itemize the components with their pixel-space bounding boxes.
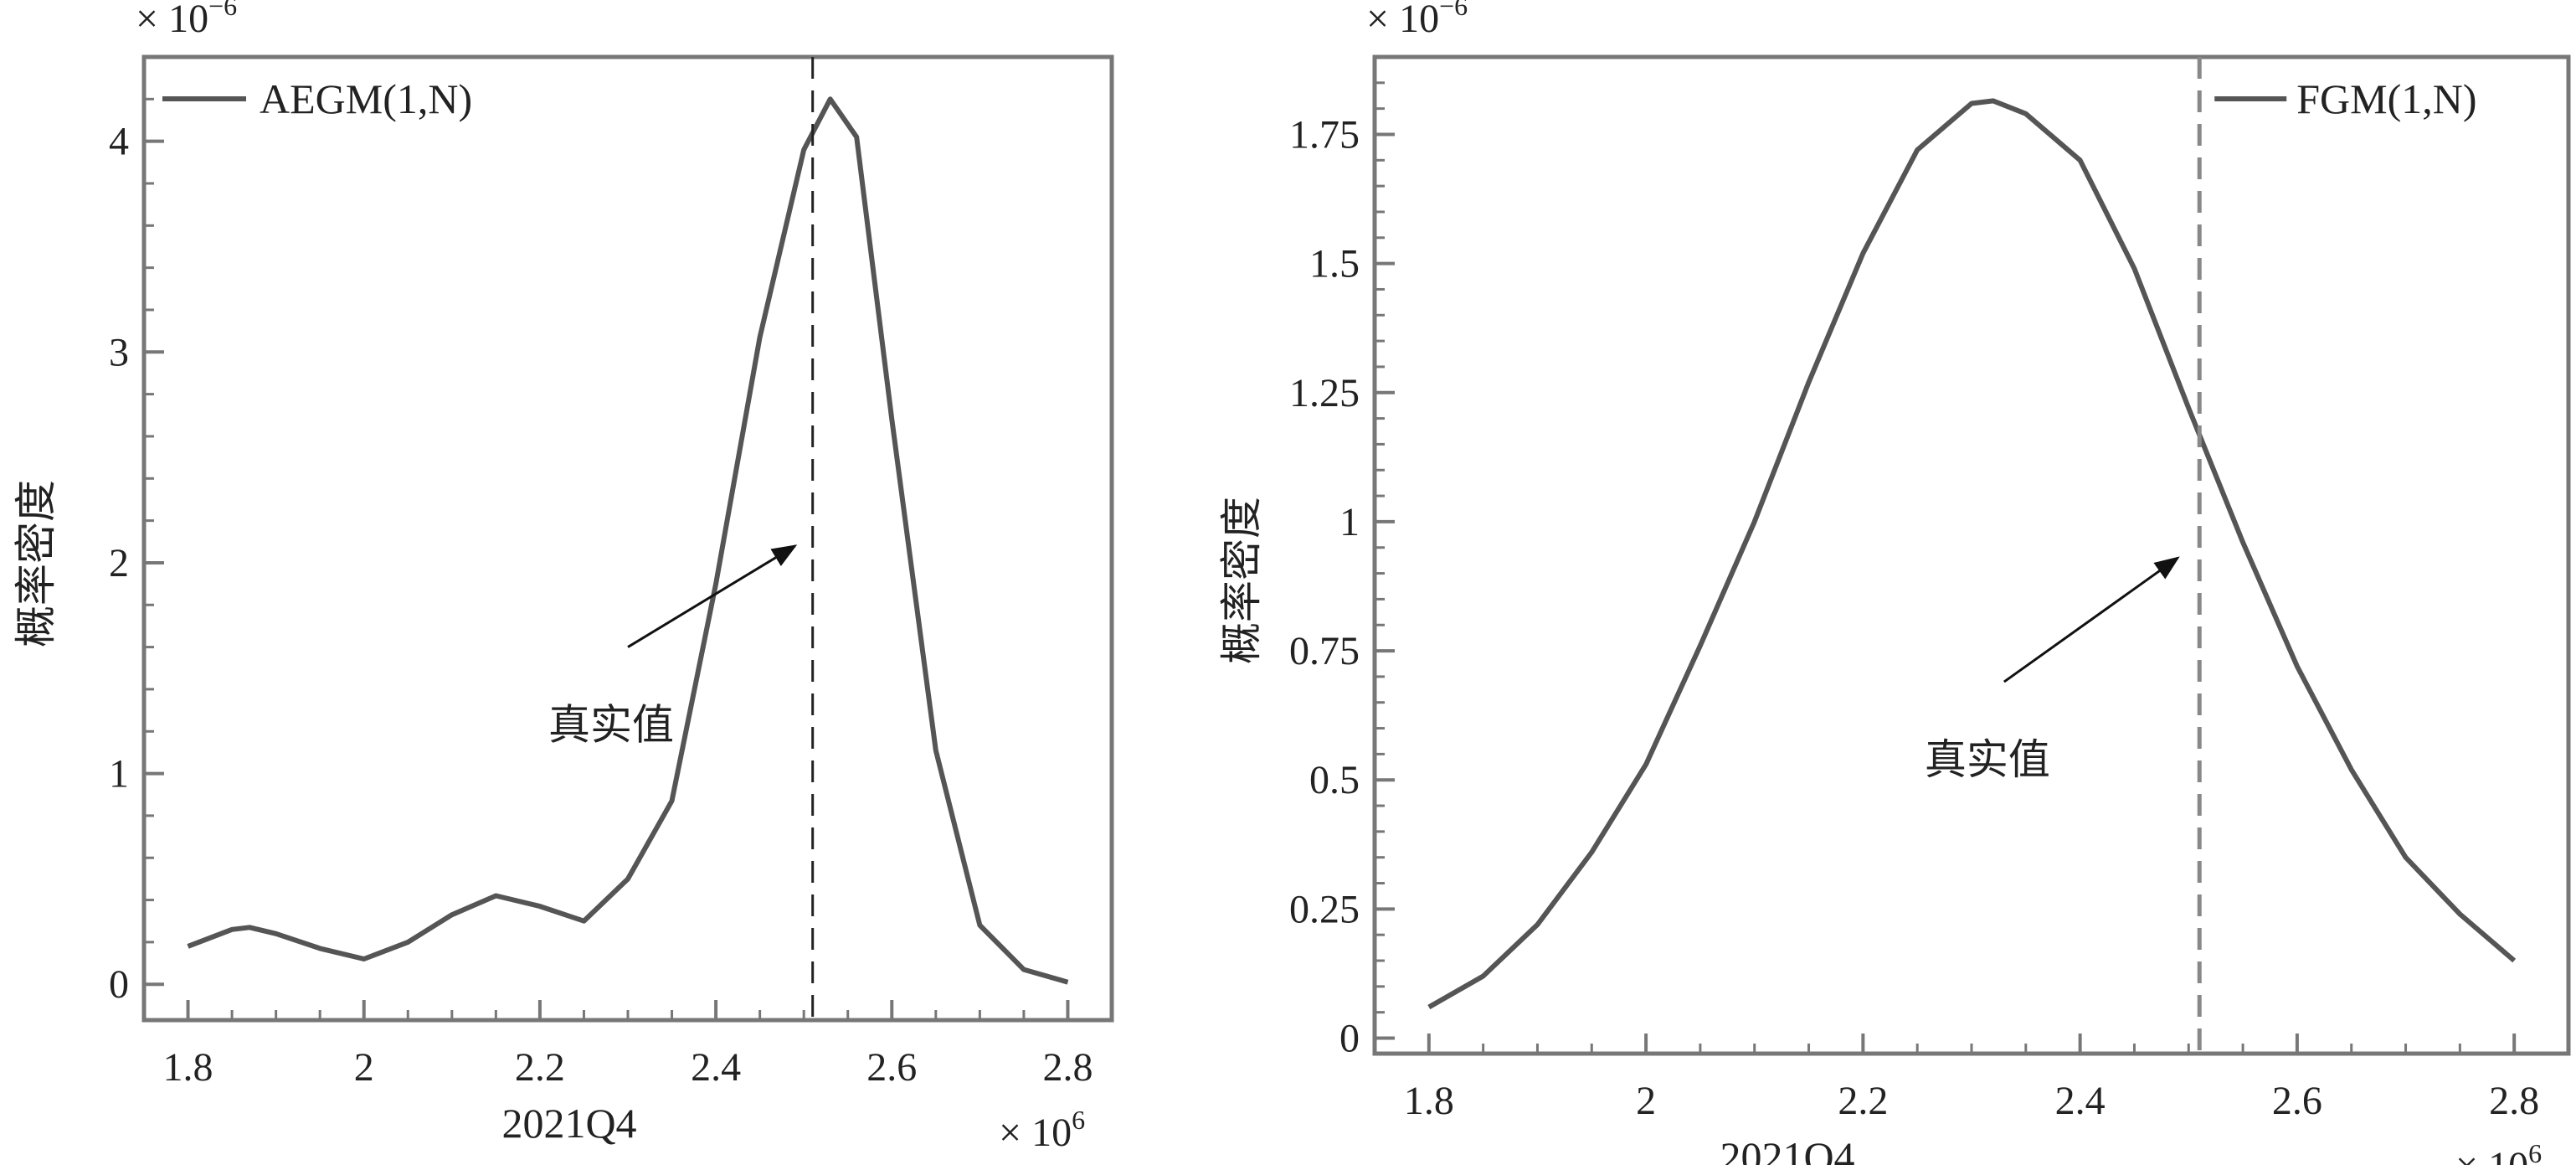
x-tick-label: 2 [354,1045,374,1090]
plot-frame [1372,54,2571,1056]
x-multiplier-base: × 10 [999,1111,1072,1155]
legend-label: AEGM(1,N) [260,75,472,122]
annotation-arrow [2003,556,2180,683]
density-curve [1427,98,2517,1010]
x-tick-label: 1.8 [163,1045,213,1090]
annotation-label: 真实值 [548,702,674,749]
plot-frame [141,54,1114,1023]
y-tick-label: 3 [109,330,129,374]
x-tick-label: 2.4 [691,1045,741,1090]
y-multiplier-base: × 10 [136,0,208,41]
x-multiplier-base: × 10 [2455,1144,2528,1165]
x-multiplier-exponent: 6 [2528,1138,2542,1165]
y-tick-label: 1.75 [1289,112,1360,157]
x-tick-label: 2.8 [2489,1079,2539,1123]
panel-aegm: 1.8 2 2.2 2.4 2.6 2.8 0 1 2 3 4 真实值 AEGM(1,N) 2021Q4 概… [13,0,1114,1155]
y-tick-label: 1.5 [1309,242,1360,286]
x-multiplier: × 106 [999,1105,1085,1155]
density-curve [187,96,1069,985]
x-tick-label: 2.2 [515,1045,565,1090]
y-axis-title: 概率密度 [13,480,59,647]
x-multiplier-exponent: 6 [1072,1105,1085,1135]
y-multiplier: × 10−6 [1366,0,1468,41]
y-tick-label: 4 [109,120,129,164]
y-multiplier-exponent: −6 [1439,0,1468,21]
y-axis-title: 概率密度 [1218,497,1265,664]
y-multiplier: × 10−6 [136,0,237,41]
annotation-label: 真实值 [1925,736,2050,783]
y-multiplier-base: × 10 [1366,0,1439,41]
x-tick-label: 2.4 [2055,1079,2106,1123]
panel-fgm: 1.8 2 2.2 2.4 2.6 2.8 0 0.25 0.5 0.75 1 1.25 1.5 1.75… [1218,0,2571,1165]
x-tick-label: 2.6 [866,1045,917,1090]
x-axis-title: 2021Q4 [1720,1133,1854,1165]
legend-label: FGM(1,N) [2296,75,2476,122]
x-tick-label: 1.8 [1404,1079,1454,1123]
annotation-arrow [627,544,798,648]
y-tick-label: 1 [1339,500,1360,544]
y-tick-label: 0 [109,962,129,1007]
y-tick-label: 2 [109,541,129,585]
y-tick-label: 0.25 [1289,887,1360,931]
y-tick-label: 0.75 [1289,629,1360,673]
y-multiplier-exponent: −6 [208,0,237,21]
y-tick-label: 0 [1339,1017,1360,1061]
y-tick-label: 0.5 [1309,758,1360,802]
x-tick-label: 2 [1636,1079,1656,1123]
x-tick-label: 2.2 [1838,1079,1888,1123]
y-tick-label: 1.25 [1289,371,1360,415]
x-tick-label: 2.8 [1042,1045,1093,1090]
x-tick-label: 2.6 [2272,1079,2322,1123]
x-axis-title: 2021Q4 [501,1100,636,1147]
x-multiplier: × 106 [2455,1138,2542,1165]
y-tick-label: 1 [109,752,129,796]
